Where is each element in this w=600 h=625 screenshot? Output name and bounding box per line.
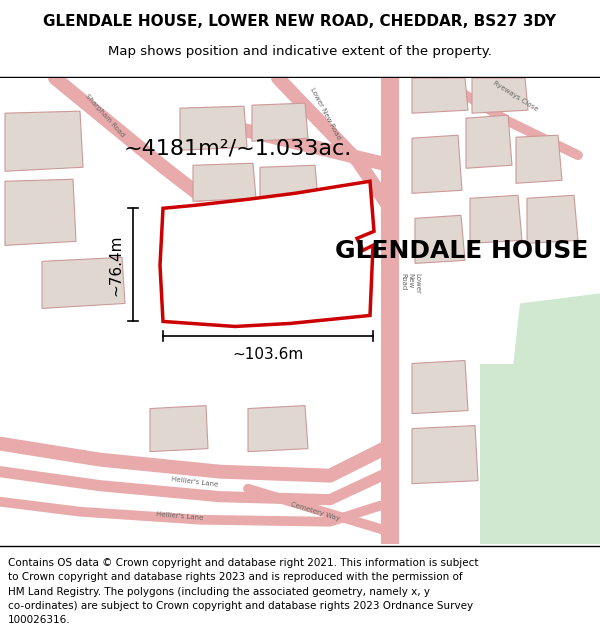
Polygon shape	[180, 106, 247, 150]
Polygon shape	[516, 135, 562, 183]
Text: Hellier's Lane: Hellier's Lane	[156, 511, 204, 521]
Polygon shape	[472, 78, 528, 113]
Polygon shape	[480, 364, 600, 544]
Polygon shape	[412, 361, 468, 414]
Text: ~103.6m: ~103.6m	[232, 347, 304, 362]
Polygon shape	[160, 181, 374, 326]
Text: ~4181m²/~1.033ac.: ~4181m²/~1.033ac.	[124, 138, 352, 158]
Polygon shape	[412, 135, 462, 193]
Text: Lower
New
Road: Lower New Road	[400, 273, 420, 294]
Polygon shape	[5, 111, 83, 171]
Polygon shape	[193, 163, 256, 201]
Text: ~76.4m: ~76.4m	[109, 234, 124, 296]
Polygon shape	[5, 179, 76, 246]
Polygon shape	[510, 293, 600, 424]
Text: GLENDALE HOUSE: GLENDALE HOUSE	[335, 239, 589, 263]
Polygon shape	[260, 165, 318, 203]
Text: GLENDALE HOUSE, LOWER NEW ROAD, CHEDDAR, BS27 3DY: GLENDALE HOUSE, LOWER NEW ROAD, CHEDDAR,…	[43, 14, 557, 29]
Polygon shape	[470, 195, 522, 243]
Text: Map shows position and indicative extent of the property.: Map shows position and indicative extent…	[108, 44, 492, 58]
Polygon shape	[466, 115, 512, 168]
Polygon shape	[527, 195, 578, 243]
Text: Lower New Road: Lower New Road	[309, 86, 341, 140]
Polygon shape	[252, 103, 308, 141]
Text: Contains OS data © Crown copyright and database right 2021. This information is : Contains OS data © Crown copyright and d…	[8, 558, 479, 625]
Polygon shape	[412, 426, 478, 484]
Polygon shape	[42, 258, 125, 308]
Text: Hellier's Lane: Hellier's Lane	[171, 476, 219, 488]
Polygon shape	[412, 78, 468, 113]
Polygon shape	[415, 215, 465, 263]
Polygon shape	[248, 406, 308, 452]
Text: Sharpham Road: Sharpham Road	[84, 92, 126, 138]
Text: Cemetery Way: Cemetery Way	[290, 501, 340, 522]
Polygon shape	[150, 406, 208, 452]
Text: Ryeways Close: Ryeways Close	[491, 80, 538, 112]
